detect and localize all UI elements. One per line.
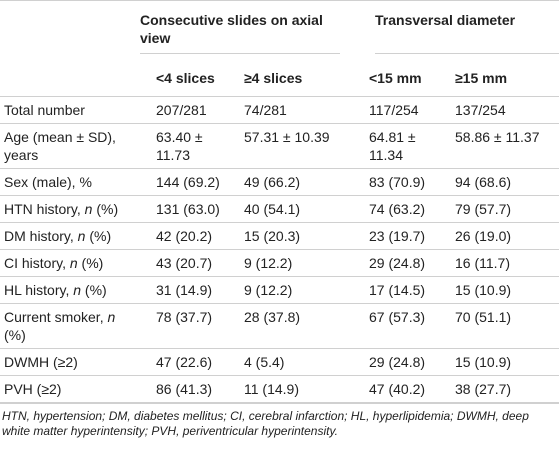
label-text: n [73, 282, 82, 298]
table-cell: 26 (19.0) [440, 222, 559, 250]
row-label: DM history, n (%) [0, 222, 140, 250]
label-text: CI history, [4, 255, 70, 271]
table-cell: 11 (14.9) [240, 375, 355, 403]
label-text: Age (mean ± SD), years [4, 129, 116, 163]
table-row: DWMH (≥2) 47 (22.6) 4 (5.4) 29 (24.8) 15 (10… [0, 348, 559, 376]
table-cell: 137/254 [440, 96, 559, 124]
column-header: ≥15 mm [440, 60, 559, 97]
table-cell: 47 (40.2) [355, 375, 440, 403]
table-cell: 144 (69.2) [140, 168, 240, 196]
column-header: ≥4 slices [240, 60, 355, 97]
label-text: n [107, 309, 116, 325]
table-cell: 9 (12.2) [240, 276, 355, 304]
group-header-row: Consecutive slides on axial view Transve… [0, 1, 559, 61]
row-label: Age (mean ± SD), years [0, 123, 140, 169]
table-row: DM history, n (%) 42 (20.2) 15 (20.3) 23 (1… [0, 222, 559, 250]
table-cell: 67 (57.3) [355, 303, 440, 349]
table-row: HTN history, n (%) 131 (63.0) 40 (54.1) 74 … [0, 195, 559, 223]
row-label: HTN history, n (%) [0, 195, 140, 223]
table-row: PVH (≥2) 86 (41.3) 11 (14.9) 47 (40.2) 38 (2… [0, 375, 559, 403]
table-row: CI history, n (%) 43 (20.7) 9 (12.2) 29 (24… [0, 249, 559, 277]
label-text: (%) [4, 327, 26, 343]
label-text: DM history, [4, 228, 78, 244]
table-cell: 47 (22.6) [140, 348, 240, 376]
table-cell: 38 (27.7) [440, 375, 559, 403]
column-header-row: <4 slices ≥4 slices <15 mm ≥15 mm [0, 60, 559, 97]
table-cell: 29 (24.8) [355, 249, 440, 277]
table-cell: 49 (66.2) [240, 168, 355, 196]
table-cell: 29 (24.8) [355, 348, 440, 376]
row-label: Sex (male), % [0, 168, 140, 196]
label-text: Total number [4, 102, 85, 118]
table-document: Consecutive slides on axial view Transve… [0, 0, 559, 439]
table-cell: 70 (51.1) [440, 303, 559, 349]
label-text: n [69, 255, 78, 271]
label-text: HL history, [4, 282, 74, 298]
table-cell: 117/254 [355, 96, 440, 124]
label-text: HTN history, [4, 201, 85, 217]
label-text: n [84, 201, 93, 217]
label-text: DWMH (≥2) [4, 354, 78, 370]
table-cell: 207/281 [140, 96, 240, 124]
table-cell: 9 (12.2) [240, 249, 355, 277]
table-cell: 16 (11.7) [440, 249, 559, 277]
table-cell: 64.81 ± 11.34 [355, 123, 440, 169]
column-header: <4 slices [140, 60, 240, 97]
label-text: Current smoker, [4, 309, 108, 325]
table-cell: 63.40 ± 11.73 [140, 123, 240, 169]
table-cell: 74 (63.2) [355, 195, 440, 223]
footnote: HTN, hypertension; DM, diabetes mellitus… [0, 403, 559, 439]
table-cell: 42 (20.2) [140, 222, 240, 250]
table-row: Current smoker, n (%) 78 (37.7) 28 (37.8) 6… [0, 303, 559, 349]
table-cell: 15 (10.9) [440, 276, 559, 304]
column-header: <15 mm [355, 60, 440, 97]
row-label: HL history, n (%) [0, 276, 140, 304]
table-cell: 23 (19.7) [355, 222, 440, 250]
table-cell: 31 (14.9) [140, 276, 240, 304]
row-label: Total number [0, 96, 140, 124]
table-cell: 86 (41.3) [140, 375, 240, 403]
label-text: (%) [85, 228, 112, 244]
table-cell: 40 (54.1) [240, 195, 355, 223]
label-text: (%) [81, 282, 107, 298]
table-row: Age (mean ± SD), years 63.40 ± 11.73 57.31… [0, 123, 559, 169]
row-label: CI history, n (%) [0, 249, 140, 277]
table-row: Sex (male), % 144 (69.2) 49 (66.2) 83 (70.9… [0, 168, 559, 196]
table-cell: 28 (37.8) [240, 303, 355, 349]
table-cell: 78 (37.7) [140, 303, 240, 349]
table-cell: 79 (57.7) [440, 195, 559, 223]
table-cell: 17 (14.5) [355, 276, 440, 304]
row-label: DWMH (≥2) [0, 348, 140, 376]
group-header: Consecutive slides on axial view [140, 11, 340, 54]
table-cell: 15 (20.3) [240, 222, 355, 250]
table-cell: 58.86 ± 11.37 [440, 123, 559, 169]
table-cell: 15 (10.9) [440, 348, 559, 376]
table-cell: 131 (63.0) [140, 195, 240, 223]
label-text: Sex (male), % [4, 174, 92, 190]
label-text: PVH (≥2) [4, 381, 62, 397]
label-text: (%) [92, 201, 119, 217]
group-header: Transversal diameter [375, 11, 559, 54]
table-cell: 74/281 [240, 96, 355, 124]
row-label: PVH (≥2) [0, 375, 140, 403]
table-row: Total number 207/281 74/281 117/254 137/254 [0, 96, 559, 124]
table-cell: 43 (20.7) [140, 249, 240, 277]
label-text: (%) [77, 255, 104, 271]
table-row: HL history, n (%) 31 (14.9) 9 (12.2) 17 (14… [0, 276, 559, 304]
data-table: Consecutive slides on axial view Transve… [0, 0, 559, 403]
table-cell: 4 (5.4) [240, 348, 355, 376]
table-cell: 57.31 ± 10.39 [240, 123, 355, 169]
table-cell: 94 (68.6) [440, 168, 559, 196]
label-text: n [77, 228, 86, 244]
table-cell: 83 (70.9) [355, 168, 440, 196]
row-label: Current smoker, n (%) [0, 303, 140, 349]
